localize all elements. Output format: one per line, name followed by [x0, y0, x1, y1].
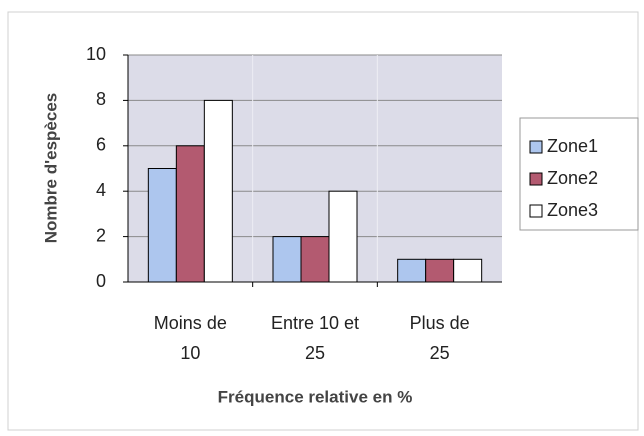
x-tick-label: Entre 10 et 25 [271, 313, 359, 363]
x-tick-label: Plus de 25 [410, 313, 470, 363]
y-tick-label: 0 [96, 271, 106, 291]
y-axis-title: Nombre d'espèces [41, 93, 60, 244]
bar [272, 236, 302, 283]
y-tick-label: 10 [86, 44, 106, 64]
legend-label: Zone3 [547, 200, 598, 220]
bar [175, 145, 205, 283]
y-tick-label: 2 [96, 225, 106, 245]
bar [397, 258, 427, 283]
legend-swatch [529, 204, 543, 218]
legend-swatch [529, 172, 543, 186]
bar [203, 99, 233, 283]
bar [147, 168, 177, 283]
y-tick-label: 4 [96, 180, 106, 200]
y-tick-label: 6 [96, 135, 106, 155]
x-axis-title: Fréquence relative en % [218, 387, 413, 406]
bar [300, 236, 330, 283]
bar [328, 190, 358, 283]
legend-swatch [529, 140, 543, 154]
y-tick-label: 8 [96, 89, 106, 109]
bar [453, 258, 483, 283]
legend-label: Zone2 [547, 168, 598, 188]
bar [425, 258, 455, 283]
legend-label: Zone1 [547, 136, 598, 156]
x-tick-label: Moins de 10 [154, 313, 227, 363]
